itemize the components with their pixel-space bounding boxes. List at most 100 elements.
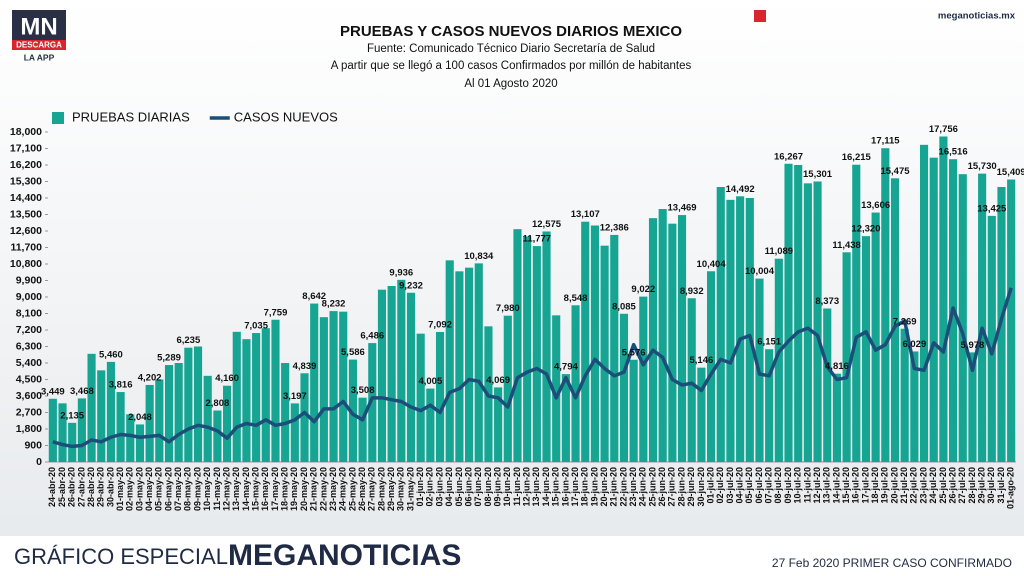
x-tick-label: 07-may-20 <box>173 467 183 511</box>
x-tick-label: 27-jun-20 <box>667 467 677 507</box>
data-label: 2,808 <box>206 398 230 409</box>
x-tick-label: 01-jul-20 <box>705 467 715 504</box>
data-label: 4,839 <box>293 361 317 372</box>
x-tick-label: 01-may-20 <box>115 467 125 511</box>
bar <box>474 263 483 462</box>
footer-bar <box>0 536 1024 576</box>
data-label: 17,756 <box>929 124 958 135</box>
data-label: 16,516 <box>939 147 968 158</box>
y-tick-label: 8,100 <box>16 307 42 319</box>
x-tick-label: 22-may-20 <box>318 467 328 511</box>
bar <box>164 365 174 462</box>
data-label: 10,004 <box>745 266 775 277</box>
data-label: 2,135 <box>60 410 84 421</box>
x-tick-label: 31-jul-20 <box>996 467 1006 504</box>
bar <box>213 410 222 462</box>
x-tick-label: 11-jul-20 <box>802 467 812 503</box>
x-tick-label: 04-may-20 <box>144 467 154 511</box>
x-tick-label: 12-jul-20 <box>812 467 822 504</box>
bar <box>929 157 938 462</box>
y-tick-label: 6,300 <box>16 340 42 352</box>
bar <box>639 296 648 462</box>
data-label: 5,978 <box>961 340 985 351</box>
bar <box>106 361 115 462</box>
data-label: 8,232 <box>322 299 346 310</box>
bar <box>600 245 609 462</box>
x-tick-label: 29-abr-20 <box>96 467 106 507</box>
bar <box>677 215 687 462</box>
subtitle: Fuente: Comunicado Técnico Diario Secret… <box>367 43 655 55</box>
data-label: 15,409 <box>997 167 1024 178</box>
x-tick-label: 19-may-20 <box>289 467 299 511</box>
x-tick-label: 28-jul-20 <box>967 467 977 504</box>
x-tick-label: 02-jul-20 <box>715 467 725 504</box>
x-tick-label: 10-jun-20 <box>502 467 512 507</box>
x-tick-label: 13-jul-20 <box>822 467 832 504</box>
y-tick-label: 17,100 <box>10 142 42 154</box>
bar <box>648 218 658 462</box>
data-label: 4,794 <box>554 362 578 373</box>
data-label: 15,475 <box>880 166 910 177</box>
x-tick-label: 28-may-20 <box>376 467 386 511</box>
bar <box>532 246 541 462</box>
y-tick-label: 7,200 <box>16 324 42 336</box>
bar <box>329 311 338 462</box>
x-tick-label: 27-abr-20 <box>76 467 86 507</box>
bar <box>619 313 629 462</box>
bar <box>590 225 599 462</box>
bar <box>823 308 832 462</box>
x-tick-label: 18-jul-20 <box>870 467 880 504</box>
bar <box>368 343 377 462</box>
bar <box>116 392 125 462</box>
bar <box>426 388 435 462</box>
icon <box>754 10 766 22</box>
x-tick-label: 27-may-20 <box>367 467 377 511</box>
bar <box>252 333 261 462</box>
x-tick-label: 01-ago-20 <box>1006 467 1016 509</box>
x-tick-label: 26-abr-20 <box>67 467 77 507</box>
x-tick-label: 22-jun-20 <box>618 467 628 507</box>
y-tick-label: 9,900 <box>16 274 42 286</box>
footer-left: GRÁFICO ESPECIAL <box>14 544 228 569</box>
data-label: 9,232 <box>399 280 423 291</box>
x-tick-label: 24-may-20 <box>338 467 348 511</box>
subtitle: Al 01 Agosto 2020 <box>464 78 557 90</box>
data-label: 7,980 <box>496 303 520 314</box>
y-tick-label: 900 <box>24 439 42 451</box>
bar <box>852 164 861 462</box>
legend-swatch <box>52 112 64 124</box>
x-tick-label: 01-jun-20 <box>415 467 425 507</box>
bar <box>542 231 551 462</box>
x-tick-label: 29-may-20 <box>386 467 396 511</box>
bar <box>377 289 387 462</box>
bar <box>87 353 96 462</box>
x-tick-label: 14-may-20 <box>241 467 251 511</box>
bar <box>881 148 890 462</box>
bar <box>281 363 290 462</box>
logo: MN <box>20 13 57 40</box>
x-tick-label: 15-may-20 <box>250 467 260 511</box>
bar <box>135 424 145 462</box>
bar <box>223 385 232 462</box>
bar <box>435 331 445 462</box>
bar <box>416 333 425 462</box>
x-tick-label: 04-jul-20 <box>734 467 744 504</box>
x-tick-label: 15-jul-20 <box>841 467 851 504</box>
data-label: 14,492 <box>726 184 755 195</box>
x-tick-label: 06-jun-20 <box>463 467 473 507</box>
bar <box>571 305 580 462</box>
bar <box>813 181 822 462</box>
bar <box>503 315 512 462</box>
bar <box>319 317 328 462</box>
x-tick-label: 24-jun-20 <box>638 467 648 507</box>
x-tick-label: 07-jun-20 <box>473 467 483 507</box>
bar <box>890 178 900 462</box>
legend-label: PRUEBAS DIARIAS <box>72 109 190 124</box>
x-tick-label: 04-jun-20 <box>444 467 454 507</box>
data-label: 3,449 <box>41 386 65 397</box>
data-label: 3,508 <box>351 385 375 396</box>
bar <box>455 271 464 462</box>
data-label: 3,816 <box>109 380 133 391</box>
x-tick-label: 16-jun-20 <box>560 467 570 507</box>
